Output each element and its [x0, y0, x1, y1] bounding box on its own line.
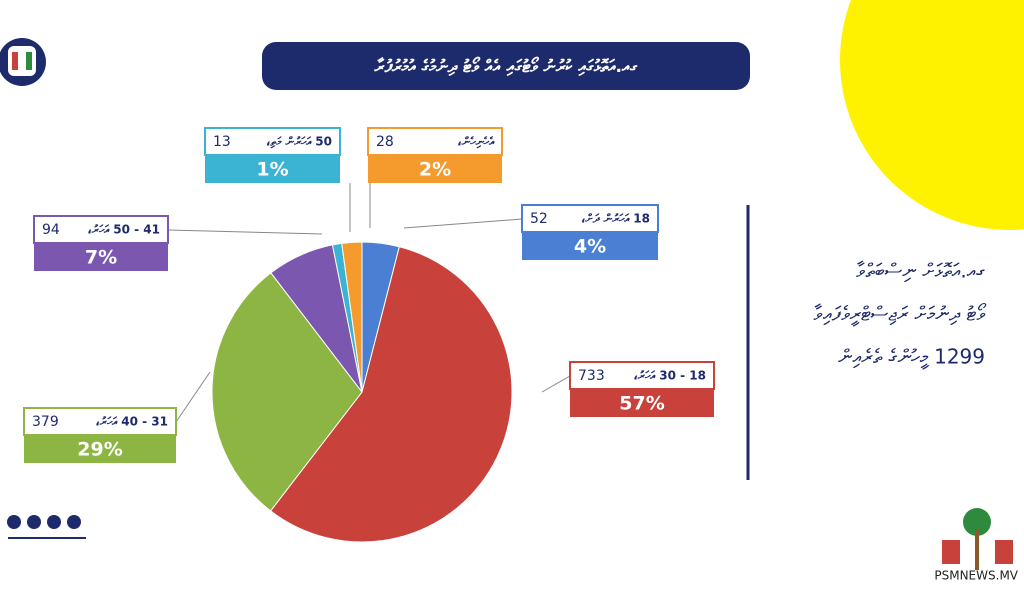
chart-title: ގއ.އަތޮޅުގައި ކުރުނު ވޯޓުގައި އެއް ވޯޓު …	[374, 56, 638, 77]
label-box-bottom	[368, 155, 502, 183]
slice-count: 94	[42, 222, 60, 238]
emblem	[942, 508, 1013, 570]
slice-category: 18 - 30 އަހަރު،	[633, 369, 706, 383]
label-box-top	[204, 127, 341, 156]
label-box-bottom	[205, 155, 340, 183]
label-box-top	[33, 215, 169, 244]
slice-percent: 1%	[256, 159, 288, 181]
leader-line	[167, 229, 323, 235]
slice-count: 13	[213, 134, 231, 150]
logo	[0, 38, 46, 86]
slice-category: 41 - 50 އަހަރު،	[87, 223, 160, 237]
slice-percent: 57%	[619, 393, 664, 415]
slice-category: 18 އަހަރުން ދަށް،	[581, 212, 650, 226]
footer-logo	[7, 515, 86, 539]
label-box-top	[521, 204, 659, 233]
side-text: ގއ.އަތޮޅަށް ނިސްބަތްވާ	[856, 259, 985, 283]
pie-slice	[269, 246, 513, 543]
slice-category: 50 އަހަރުން މަތި،	[266, 135, 332, 150]
slice-count: 733	[578, 368, 605, 384]
label-box-top	[23, 407, 177, 436]
slice-percent: 7%	[85, 247, 117, 269]
side-text: ވޯޓު ދިނުމަށް ރަޖިސްޓްރީވެފައިވާ	[813, 302, 987, 328]
label-box-bottom	[570, 389, 714, 417]
watermark: PSMNEWS.MV	[934, 569, 1018, 583]
decor-circle	[840, 0, 1024, 230]
title-bar	[262, 42, 750, 90]
slice-percent: 4%	[574, 236, 606, 258]
leader-line	[175, 371, 211, 423]
slice-count: 52	[530, 211, 548, 227]
slice-category: އެހެނިހެން،	[457, 135, 495, 150]
slice-count: 28	[376, 134, 394, 150]
label-box-top	[367, 127, 503, 156]
leader-line	[403, 218, 523, 229]
label-box-bottom	[24, 435, 176, 463]
slice-category: 31 - 40 އަހަރު،	[95, 415, 168, 429]
pie-slice	[341, 241, 363, 393]
label-box-bottom	[522, 232, 658, 260]
slice-count: 379	[32, 414, 59, 430]
label-box-bottom	[34, 243, 168, 271]
slice-percent: 2%	[419, 159, 451, 181]
slice-percent: 29%	[77, 439, 122, 461]
side-text: 1299 މީހުންގެ ތެރެއިން	[838, 345, 985, 371]
pie-slice	[211, 272, 363, 512]
leader-line	[541, 375, 571, 393]
